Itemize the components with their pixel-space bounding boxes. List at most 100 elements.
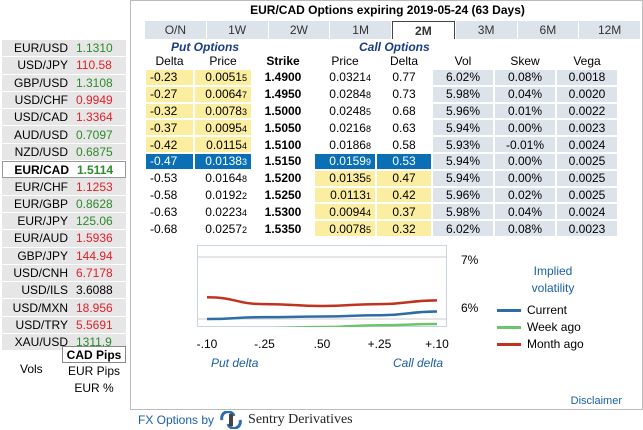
pair-rate: 1.1310	[76, 41, 113, 56]
vega-cell-value: 0.0022	[568, 103, 606, 118]
call-delta-cell: 0.42	[376, 186, 432, 204]
pair-row-eur-gbp[interactable]: EUR/GBP 0.8628	[2, 195, 126, 213]
tab-on[interactable]: O/N	[145, 21, 206, 39]
sentry-logo-icon	[220, 411, 242, 429]
quote-option-eur-pct[interactable]: EUR %	[74, 381, 114, 395]
strike-row[interactable]: -0.42 0.01154 1.5100 0.01868 0.58 5.93% -0.01%…	[145, 136, 618, 153]
pair-name: USD/CNH	[13, 266, 68, 280]
legend-label: Current	[527, 303, 568, 317]
vega-cell: 0.0025	[556, 169, 618, 187]
vega-cell: 0.0023	[556, 119, 618, 137]
strike-row[interactable]: -0.32 0.00783 1.5000 0.02485 0.68 5.96% 0.01% 0…	[145, 102, 618, 120]
pair-row-eur-jpy[interactable]: EUR/JPY 125.06	[2, 212, 126, 231]
page-title: EUR/CAD Options expiring 2019-05-24 (63 …	[250, 3, 525, 17]
strike-row[interactable]: -0.53 0.01648 1.5200 0.01355 0.47 5.94% 0.00% 0…	[145, 169, 618, 187]
put-price-cell-value: 0.0138	[205, 154, 242, 169]
strike-cell: 1.5000	[252, 102, 314, 120]
vol-cell: 5.94%	[432, 169, 494, 187]
pair-row-usd-cad[interactable]: USD/CAD 1.3364	[2, 109, 126, 127]
strike-row[interactable]: -0.63 0.02234 1.5300 0.00944 0.37 5.98% 0.04% 0…	[145, 203, 618, 221]
strike-row[interactable]: -0.68 0.02572 1.5350 0.00785 0.32 6.02% 0.08% 0…	[145, 220, 618, 237]
put-price-cell: 0.00954	[194, 119, 252, 137]
strike-cell: 1.5100	[252, 136, 314, 153]
pair-row-eur-aud[interactable]: EUR/AUD 1.5936	[2, 230, 126, 248]
col-put-price: Price	[209, 54, 237, 68]
pair-row-eur-usd[interactable]: EUR/USD 1.1310	[2, 40, 126, 58]
vol-cell: 5.93%	[432, 136, 494, 153]
call-price-cell-value: 0.0078	[329, 221, 366, 236]
tab-6m[interactable]: 6M	[517, 21, 579, 39]
put-price-cell-value: 0.0257	[205, 221, 242, 236]
vol-cell: 5.96%	[432, 102, 494, 120]
strike-row[interactable]: -0.27 0.00647 1.4950 0.02848 0.73 5.98% 0.04% 0…	[145, 85, 618, 103]
pair-name: USD/CAD	[13, 110, 68, 125]
pair-row-eur-chf[interactable]: EUR/CHF 1.1253	[2, 178, 126, 196]
vega-cell-value: 0.0024	[568, 137, 606, 152]
put-delta-label: Put delta	[211, 356, 259, 370]
strike-row[interactable]: -0.37 0.00954 1.5050 0.02168 0.63 5.94% 0.00% 0…	[145, 119, 618, 137]
quote-option-cad-pips[interactable]: CAD Pips	[62, 346, 126, 363]
strike-row[interactable]: -0.58 0.01922 1.5250 0.01131 0.42 5.96% 0.02% 0…	[145, 186, 618, 204]
strike-cell: 1.5250	[252, 186, 314, 204]
vega-cell-value: 0.0024	[568, 204, 606, 219]
tab-2w[interactable]: 2W	[268, 21, 330, 39]
vol-cell: 5.96%	[432, 186, 494, 204]
legend-item-month-ago: Month ago	[497, 337, 584, 351]
tab-12m[interactable]: 12M	[579, 21, 640, 39]
pair-row-nzd-usd[interactable]: NZD/USD 0.6875	[2, 143, 126, 162]
pair-row-usd-cnh[interactable]: USD/CNH 6.7178	[2, 264, 126, 283]
vols-label: Vols	[20, 362, 43, 376]
pair-row-gbp-usd[interactable]: GBP/USD 1.3108	[2, 74, 126, 92]
vol-cell: 5.98%	[432, 85, 494, 103]
call-price-cell-fractional: 5	[365, 174, 371, 185]
call-price-cell-fractional: 4	[365, 73, 371, 84]
footer-brand[interactable]: Sentry Derivatives	[248, 412, 353, 427]
tab-3m[interactable]: 3M	[455, 21, 517, 39]
put-price-cell-fractional: 4	[241, 207, 247, 218]
skew-cell-value: 0.00%	[507, 154, 543, 169]
call-delta-cell: 0.58	[376, 136, 432, 153]
pair-row-gbp-jpy[interactable]: GBP/JPY 144.94	[2, 247, 126, 265]
pair-row-usd-jpy[interactable]: USD/JPY 110.58	[2, 57, 126, 75]
tab-1w[interactable]: 1W	[206, 21, 268, 39]
quote-option-eur-pips[interactable]: EUR Pips	[67, 364, 120, 378]
vol-cell-value: 5.93%	[445, 137, 481, 152]
vega-cell-value: 0.0023	[568, 120, 606, 135]
put-price-cell-fractional: 8	[241, 174, 247, 185]
pair-row-usd-mxn[interactable]: USD/MXN 18.956	[2, 299, 126, 317]
skew-cell-value: 0.04%	[507, 204, 543, 219]
put-delta-cell-value: -0.53	[150, 171, 178, 186]
skew-cell: 0.04%	[494, 85, 556, 103]
vega-cell-value: 0.0025	[568, 187, 606, 202]
vol-cell: 5.94%	[432, 119, 494, 137]
pair-row-aud-usd[interactable]: AUD/USD 0.7097	[2, 126, 126, 144]
skew-cell: 0.04%	[494, 203, 556, 221]
pair-name: GBP/USD	[13, 75, 68, 90]
delta-tick-label: -.25	[254, 337, 275, 351]
strike-cell: 1.5350	[252, 220, 314, 237]
skew-cell-value: 0.04%	[507, 87, 543, 102]
vol-cell: 5.98%	[432, 203, 494, 221]
tab-1m[interactable]: 1M	[330, 21, 391, 39]
strike-row[interactable]: -0.23 0.00515 1.4900 0.03214 0.77 6.02% 0.08% 0…	[145, 69, 618, 86]
strike-row[interactable]: -0.47 0.01383 1.5150 0.01599 0.53 5.94% 0.00% 0…	[145, 152, 618, 170]
vol-cell-value: 5.98%	[445, 204, 481, 219]
pair-name: USD/ILS	[21, 283, 68, 298]
call-price-cell: 0.01868	[314, 136, 376, 153]
call-delta-cell: 0.37	[376, 203, 432, 221]
tab-2m[interactable]: 2M	[392, 21, 455, 39]
pair-name: EUR/USD	[13, 41, 68, 56]
put-price-cell-fractional: 2	[241, 224, 247, 235]
pair-row-xau-usd[interactable]: XAU/USD 1311.9	[2, 334, 126, 352]
strike-cell: 1.5150	[252, 152, 314, 170]
strike-cell-value: 1.5300	[264, 204, 302, 219]
pair-row-usd-chf[interactable]: USD/CHF 0.9949	[2, 91, 126, 110]
call-price-cell: 0.01355	[314, 169, 376, 187]
vol-cell-value: 5.96%	[445, 187, 481, 202]
pair-row-usd-try[interactable]: USD/TRY 5.5691	[2, 316, 126, 335]
pair-row-usd-ils[interactable]: USD/ILS 3.6088	[2, 282, 126, 300]
delta-tick-label: .50	[313, 337, 331, 351]
pair-row-eur-cad[interactable]: EUR/CAD 1.5114	[2, 161, 126, 179]
disclaimer-link[interactable]: Disclaimer	[570, 395, 622, 407]
vega-cell-value: 0.0020	[568, 87, 606, 102]
